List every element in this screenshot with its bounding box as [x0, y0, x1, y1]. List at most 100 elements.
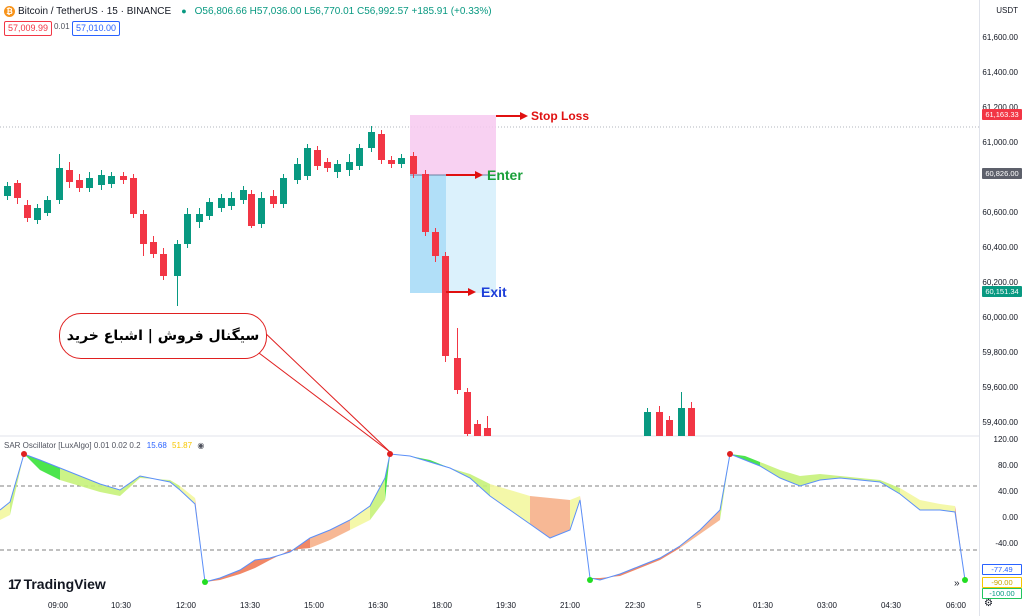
time-tick: 06:00 — [945, 601, 967, 610]
candle — [24, 205, 31, 218]
signal-callout: سیگنال فروش | اشباع خرید — [59, 313, 267, 359]
buy-button[interactable]: 57,010.00 — [72, 21, 121, 36]
candle — [248, 194, 255, 226]
osc-green-tag: -100.00 — [982, 588, 1022, 599]
target-zone[interactable] — [446, 175, 496, 293]
stop-zone[interactable] — [410, 115, 496, 175]
currency-label[interactable]: USDT — [996, 6, 1018, 15]
oscillator-band — [80, 476, 100, 492]
symbol-legend[interactable]: ₿ Bitcoin / TetherUS · 15 · BINANCE ● O5… — [4, 3, 492, 19]
oscillator-band — [240, 560, 255, 574]
oscillator-band — [800, 474, 820, 486]
exit-label: Exit — [481, 284, 507, 300]
price-tick: 61,600.00 — [982, 33, 1018, 42]
oscillator-band — [490, 484, 510, 510]
oscillator-band — [780, 470, 800, 486]
oscillator-band — [745, 456, 760, 466]
price-tick: 59,400.00 — [982, 418, 1018, 427]
time-tick: 13:30 — [239, 601, 261, 610]
candle — [98, 175, 105, 185]
time-tick: 01:30 — [752, 601, 774, 610]
candle — [324, 162, 331, 168]
oscillator-name: SAR Oscillator [LuxAlgo] — [4, 441, 92, 450]
candle — [206, 202, 213, 216]
candle — [368, 132, 375, 148]
eye-icon[interactable]: ◉ — [197, 441, 205, 450]
osc-yellow-tag: -90.00 — [982, 577, 1022, 588]
osc-tick: 120.00 — [993, 435, 1018, 444]
oscillator-band — [120, 476, 140, 496]
time-tick: 16:30 — [367, 601, 389, 610]
oscillator-fill — [0, 454, 965, 582]
oscillator-params: 0.01 0.02 0.2 — [93, 441, 141, 450]
candle — [304, 148, 311, 176]
sell-button[interactable]: 57,009.99 — [4, 21, 53, 36]
candle — [184, 214, 191, 244]
oscillator-legend[interactable]: SAR Oscillator [LuxAlgo] 0.01 0.02 0.2 1… — [4, 441, 204, 450]
spread-value: 0.01 — [54, 22, 70, 31]
ohlc-values: O56,806.66 H57,036.00 L56,770.01 C56,992… — [194, 5, 492, 17]
enter-label: Enter — [487, 167, 523, 183]
price-axis[interactable]: USDT 61,600.00 61,400.00 61,200.00 61,00… — [979, 0, 1024, 616]
oscillator-dot — [202, 579, 208, 585]
candle — [388, 160, 395, 164]
oscillator-dot — [962, 577, 968, 583]
tradingview-wordmark: TradingView — [23, 576, 106, 592]
time-tick: 03:00 — [816, 601, 838, 610]
enter-arrow — [446, 171, 483, 179]
time-tick: 09:00 — [47, 601, 69, 610]
oscillator-value-yellow: 51.87 — [172, 441, 193, 450]
candle — [378, 134, 385, 160]
oscillator-band — [350, 506, 370, 530]
chart-canvas[interactable] — [0, 0, 980, 616]
time-tick: 18:00 — [431, 601, 453, 610]
candle — [258, 198, 265, 224]
candle — [14, 183, 21, 198]
price-tick: 61,400.00 — [982, 68, 1018, 77]
price-tick: 61,200.00 — [982, 103, 1018, 112]
oscillator-band — [700, 510, 720, 534]
symbol-title[interactable]: Bitcoin / TetherUS · 15 · BINANCE — [18, 5, 172, 17]
candle — [76, 180, 83, 188]
oscillator-band — [760, 462, 780, 478]
candle — [44, 200, 51, 213]
time-tick: 10:30 — [110, 601, 132, 610]
candle — [346, 162, 353, 170]
candle — [294, 164, 301, 180]
candle — [130, 178, 137, 214]
candle — [442, 256, 449, 356]
exit-arrow — [446, 288, 476, 296]
scroll-to-realtime-icon[interactable]: » — [954, 578, 960, 589]
time-tick: 19:30 — [495, 601, 517, 610]
candle — [422, 174, 429, 232]
bitcoin-logo-icon: ₿ — [4, 5, 15, 17]
oscillator-band — [530, 496, 550, 538]
price-tick: 60,000.00 — [982, 313, 1018, 322]
candle — [108, 176, 115, 184]
oscillator-line — [0, 453, 966, 583]
tradingview-mark-icon: 17 — [8, 576, 22, 592]
candle — [160, 254, 167, 276]
candle — [34, 208, 41, 220]
stop-price-tag: 61,163.33 — [982, 109, 1022, 120]
chart-settings-icon[interactable]: ⚙ — [984, 598, 993, 609]
tradingview-logo[interactable]: 17 TradingView — [8, 576, 106, 592]
oscillator-band — [24, 454, 40, 470]
candle — [688, 408, 695, 436]
candle — [240, 190, 247, 200]
time-tick: 12:00 — [175, 601, 197, 610]
candle — [4, 186, 11, 196]
osc-tick: 0.00 — [1002, 513, 1018, 522]
osc-tick: 40.00 — [997, 487, 1018, 496]
stop-loss-label: Stop Loss — [531, 109, 590, 123]
candle — [314, 150, 321, 166]
candle — [678, 408, 685, 436]
oscillator-band — [550, 498, 570, 538]
candle — [410, 156, 417, 174]
oscillator-band — [470, 474, 490, 496]
candle — [56, 168, 63, 200]
osc-blue-tag: -77.49 — [982, 564, 1022, 575]
time-tick: 21:00 — [559, 601, 581, 610]
candle — [140, 214, 147, 244]
price-tick: 61,000.00 — [982, 138, 1018, 147]
